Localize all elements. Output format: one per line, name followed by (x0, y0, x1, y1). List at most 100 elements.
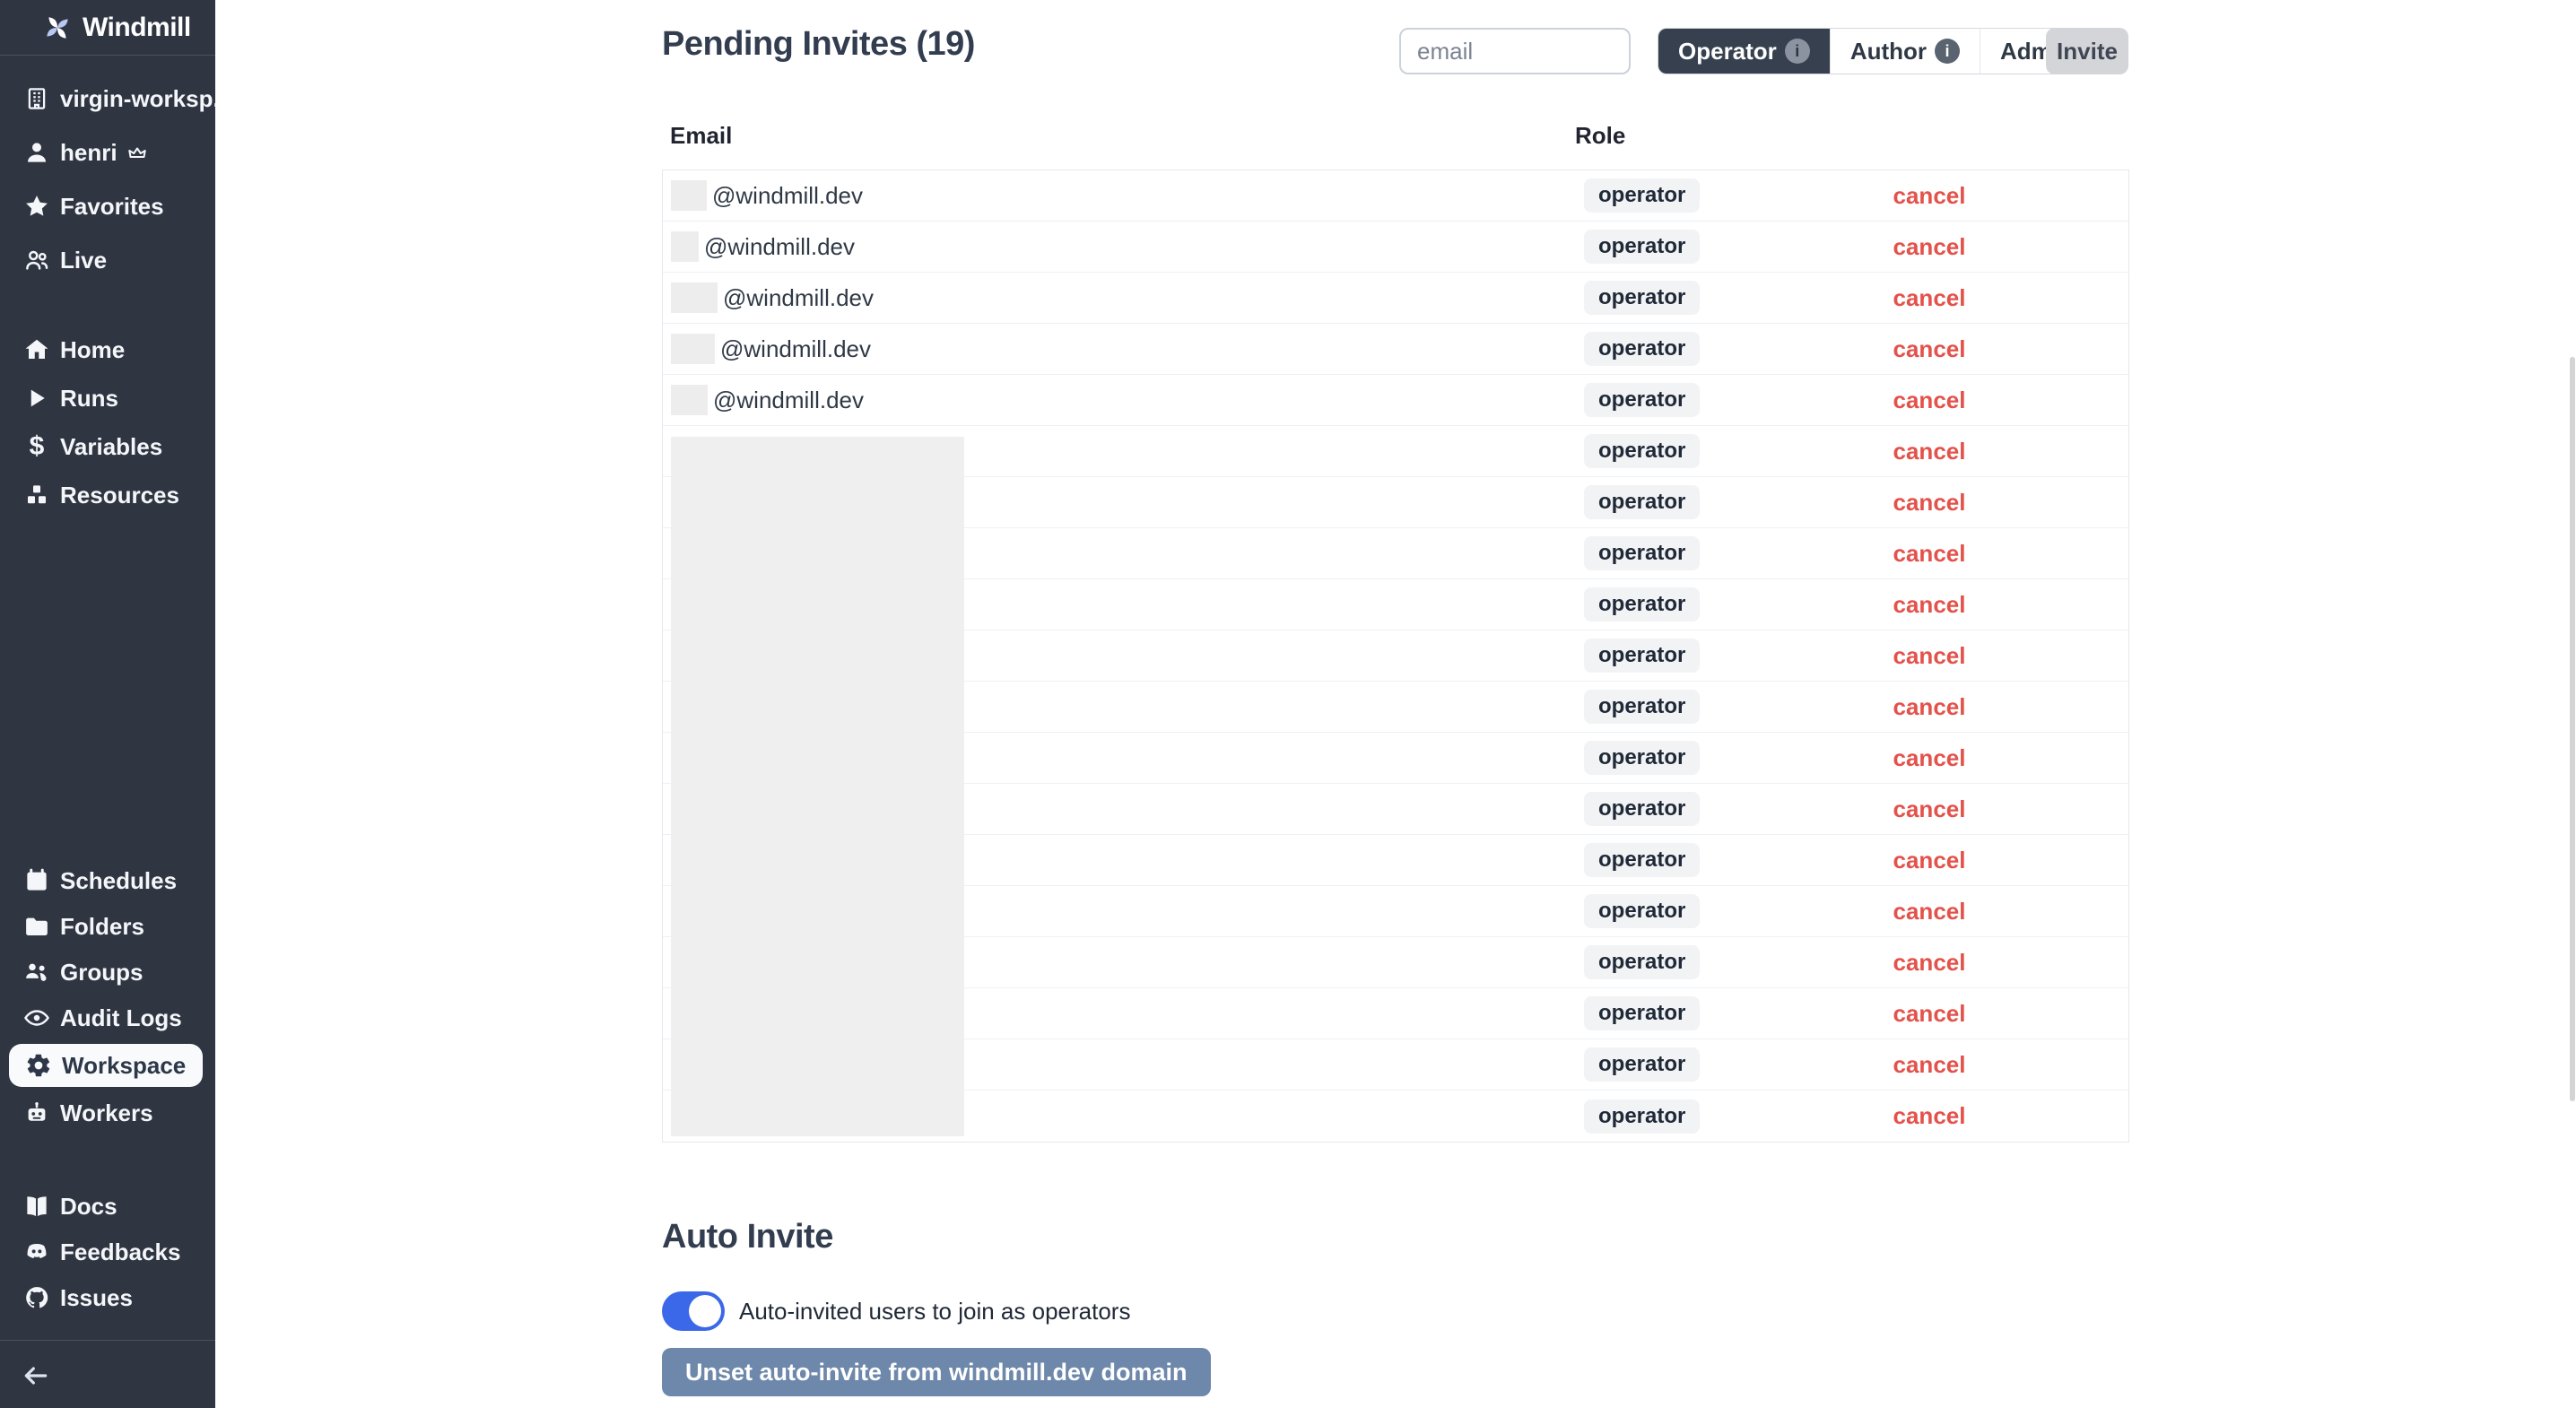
sidebar-item-user-menu[interactable]: henri (0, 133, 215, 172)
role-option-author[interactable]: Author i (1829, 29, 1980, 74)
toggle-knob (689, 1295, 721, 1327)
github-icon (22, 1283, 51, 1312)
groups-icon (22, 958, 51, 986)
admin-nav: Schedules Folders Groups Audit Logs Work… (0, 861, 215, 1139)
auto-invite-toggle-row: Auto-invited users to join as operators (662, 1291, 1130, 1331)
role-badge: operator (1584, 996, 1701, 1030)
role-badge: operator (1584, 178, 1701, 213)
play-icon (22, 384, 51, 413)
app-logo[interactable]: Windmill (0, 0, 215, 56)
sidebar-item-variables[interactable]: $ Variables (0, 427, 215, 466)
table-row: operator cancel (663, 886, 2128, 937)
unset-auto-invite-button[interactable]: Unset auto-invite from windmill.dev doma… (662, 1348, 1211, 1396)
table-row: operator cancel (663, 579, 2128, 630)
cancel-link[interactable]: cancel (1893, 1050, 1966, 1078)
role-badge: operator (1584, 383, 1701, 417)
cancel-link[interactable]: cancel (1893, 948, 1966, 976)
sidebar-item-folders[interactable]: Folders (0, 907, 215, 946)
sidebar-item-workspace-switcher[interactable]: virgin-worksp... (0, 79, 232, 118)
role-badge: operator (1584, 536, 1701, 570)
role-badge: operator (1584, 281, 1701, 315)
redacted-username (671, 334, 715, 364)
sidebar-item-feedbacks[interactable]: Feedbacks (0, 1232, 215, 1272)
sidebar-item-groups[interactable]: Groups (0, 952, 215, 992)
table-row: @windmill.dev operator cancel (663, 273, 2128, 324)
info-icon[interactable]: i (1784, 39, 1810, 64)
sidebar-item-favorites[interactable]: Favorites (0, 187, 215, 226)
cancel-link[interactable]: cancel (1893, 1102, 1966, 1129)
sidebar-footer-divider (0, 1340, 215, 1341)
invite-email-text: @windmill.dev (713, 386, 864, 413)
role-badge: operator (1584, 639, 1701, 673)
sidebar-item-issues[interactable]: Issues (0, 1278, 215, 1317)
invite-button[interactable]: Invite (2046, 28, 2128, 74)
collapse-sidebar-button[interactable] (18, 1358, 54, 1394)
cancel-link[interactable]: cancel (1893, 641, 1966, 669)
people-icon (22, 246, 51, 274)
table-row: operator cancel (663, 426, 2128, 477)
eye-icon (22, 1004, 51, 1032)
cancel-link[interactable]: cancel (1893, 386, 1966, 413)
cancel-link[interactable]: cancel (1893, 488, 1966, 516)
sidebar-item-docs[interactable]: Docs (0, 1186, 215, 1226)
sidebar-item-workers[interactable]: Workers (0, 1093, 215, 1133)
building-icon (22, 84, 51, 113)
invite-email-cell: @windmill.dev (663, 180, 1576, 211)
invite-email-cell: @windmill.dev (663, 334, 1576, 364)
robot-icon (22, 1099, 51, 1127)
cancel-link[interactable]: cancel (1893, 335, 1966, 362)
sidebar-item-resources[interactable]: Resources (0, 475, 215, 515)
auto-invite-title: Auto Invite (662, 1218, 833, 1256)
redacted-emails-block (671, 437, 964, 1136)
auto-invite-toggle[interactable] (662, 1291, 725, 1331)
role-badge: operator (1584, 792, 1701, 826)
cancel-link[interactable]: cancel (1893, 692, 1966, 720)
invite-email-text: @windmill.dev (723, 283, 874, 311)
windmill-logo-icon (47, 16, 68, 39)
role-segmented-control: Operator i Author i Admin (1658, 28, 2093, 74)
cancel-link[interactable]: cancel (1893, 743, 1966, 771)
cancel-link[interactable]: cancel (1893, 232, 1966, 260)
user-icon (22, 138, 51, 167)
cancel-link[interactable]: cancel (1893, 437, 1966, 465)
role-badge: operator (1584, 843, 1701, 877)
table-row: @windmill.dev operator cancel (663, 222, 2128, 273)
cancel-link[interactable]: cancel (1893, 897, 1966, 925)
cancel-link[interactable]: cancel (1893, 181, 1966, 209)
redacted-username (671, 385, 708, 415)
invite-email-text: @windmill.dev (704, 232, 855, 260)
cancel-link[interactable]: cancel (1893, 795, 1966, 822)
pending-invites-table: @windmill.dev operator cancel @windmill.… (662, 169, 2129, 1143)
sidebar-item-runs[interactable]: Runs (0, 378, 215, 418)
table-row: operator cancel (663, 733, 2128, 784)
sidebar-item-workspace[interactable]: Workspace (9, 1044, 203, 1087)
role-badge: operator (1584, 587, 1701, 621)
app-name: Windmill (83, 12, 191, 42)
scrollbar-thumb[interactable] (2570, 357, 2575, 1101)
sidebar-item-audit-logs[interactable]: Audit Logs (0, 998, 215, 1038)
role-badge: operator (1584, 1047, 1701, 1082)
sidebar-item-live[interactable]: Live (0, 240, 215, 280)
sidebar-item-home[interactable]: Home (0, 330, 215, 369)
cancel-link[interactable]: cancel (1893, 539, 1966, 567)
role-option-operator[interactable]: Operator i (1658, 29, 1830, 74)
calendar-icon (22, 866, 51, 895)
invite-email-input[interactable] (1399, 28, 1631, 74)
home-icon (22, 335, 51, 364)
role-badge: operator (1584, 485, 1701, 519)
cancel-link[interactable]: cancel (1893, 846, 1966, 873)
info-icon[interactable]: i (1935, 39, 1961, 64)
cancel-link[interactable]: cancel (1893, 590, 1966, 618)
book-icon (22, 1192, 51, 1221)
dollar-icon: $ (29, 431, 45, 461)
role-badge: operator (1584, 230, 1701, 264)
sidebar: Windmill virgin-worksp... henri Favorite… (0, 0, 232, 1408)
table-row: @windmill.dev operator cancel (663, 324, 2128, 375)
column-header-role: Role (1575, 122, 1626, 149)
redacted-username (671, 282, 718, 313)
sidebar-item-schedules[interactable]: Schedules (0, 861, 215, 900)
cancel-link[interactable]: cancel (1893, 283, 1966, 311)
table-row: operator cancel (663, 528, 2128, 579)
cancel-link[interactable]: cancel (1893, 999, 1966, 1027)
invite-email-text: @windmill.dev (712, 181, 863, 209)
